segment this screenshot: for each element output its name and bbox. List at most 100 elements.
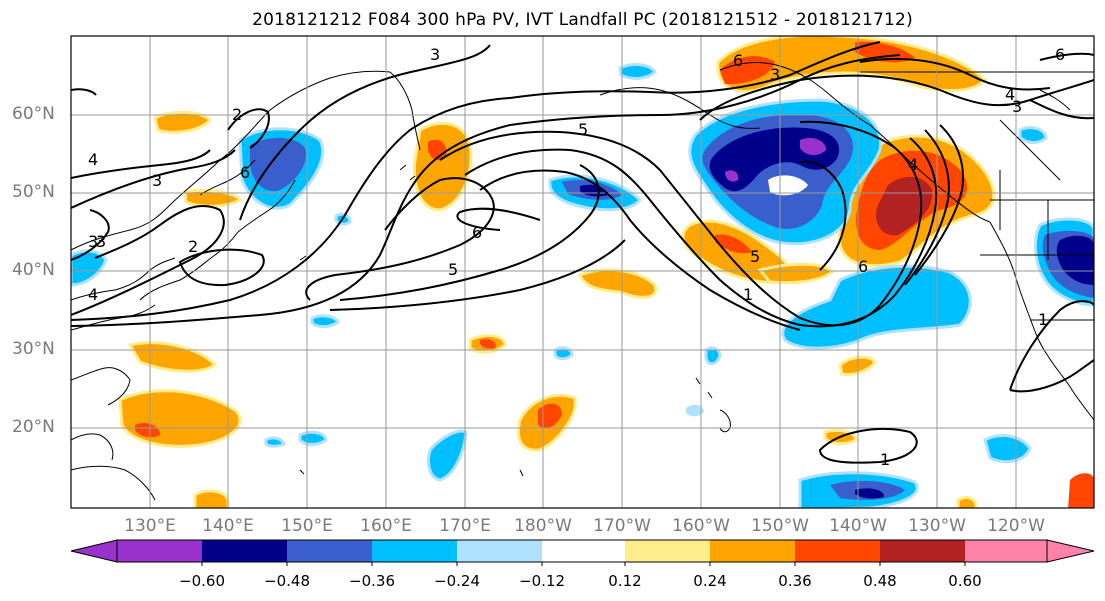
colorbar-tick-label: −0.24 — [434, 572, 480, 590]
anomaly-patch — [1018, 126, 1048, 144]
contour-label: 6 — [1055, 45, 1065, 64]
contour-line — [859, 57, 1051, 91]
lon-label: 140°E — [202, 516, 254, 536]
lat-label: 50°N — [12, 182, 55, 202]
anomaly-patch — [704, 346, 722, 366]
colorbar-swatch — [287, 540, 372, 562]
lat-label: 20°N — [12, 417, 55, 437]
anomaly-patch — [757, 262, 835, 285]
contour-line — [818, 428, 918, 464]
anomaly-patch — [1056, 235, 1094, 285]
anomaly-patch — [876, 176, 933, 236]
colorbar-tick-label: −0.36 — [349, 572, 395, 590]
anomaly-patch — [781, 264, 972, 350]
colorbar-swatch — [795, 540, 880, 562]
lon-label: 170°E — [439, 516, 491, 536]
lon-label: 120°W — [987, 516, 1045, 536]
anomaly-patch — [264, 436, 286, 448]
contour-line — [1039, 52, 1094, 61]
anomaly-patch — [71, 249, 108, 287]
contour-line — [71, 149, 211, 179]
colorbar — [70, 539, 1095, 566]
colorbar-swatch — [625, 540, 710, 562]
contour-labels: 3 4 3 2 3 4 2 3 6 3 5 6 5 6 5 4 1 6 4 3 — [88, 45, 1065, 469]
anomaly-patch — [153, 110, 213, 134]
pv-contours — [71, 41, 1094, 464]
contour-label: 3 — [152, 171, 162, 190]
contour-line — [799, 120, 923, 306]
lon-label: 140°W — [829, 516, 887, 536]
colorbar-tick-label: 0.60 — [948, 572, 982, 590]
contour-line — [509, 54, 901, 126]
map-title: 2018121212 F084 300 hPa PV, IVT Landfall… — [252, 10, 913, 30]
anomaly-patch — [426, 429, 468, 482]
anomaly-patch — [480, 339, 496, 349]
lat-label: 30°N — [12, 339, 55, 359]
contour-line — [439, 130, 881, 327]
anomaly-patch — [855, 488, 885, 499]
anomaly-patch — [298, 430, 328, 446]
anomaly-patch — [715, 234, 752, 254]
colorbar-swatch — [880, 540, 965, 562]
contour-line — [509, 41, 881, 99]
contour-line — [799, 160, 847, 271]
contour-label: 3 — [430, 45, 440, 64]
anomaly-patch — [553, 346, 574, 361]
lon-label: 130°W — [908, 516, 966, 536]
colorbar-tick-label: 0.48 — [863, 572, 897, 590]
anomaly-patch — [183, 188, 243, 208]
contour-line — [699, 74, 1094, 121]
contour-line — [339, 164, 600, 301]
colorbar-tick-label: 0.36 — [778, 572, 812, 590]
contour-label: 2 — [188, 237, 198, 256]
contour-label: 3 — [96, 232, 106, 251]
contour-line — [1009, 359, 1094, 393]
contour-line — [456, 207, 541, 231]
lon-label: 150°W — [751, 516, 809, 536]
anomaly-patch — [135, 423, 160, 438]
anomaly-patch — [855, 41, 915, 63]
contour-line — [904, 129, 950, 286]
lat-label: 40°N — [12, 260, 55, 280]
anomaly-patch — [250, 137, 306, 192]
contour-label: 1 — [1038, 310, 1048, 329]
anomaly-patch — [578, 268, 658, 299]
lat-label: 60°N — [12, 104, 55, 124]
anomaly-patch — [983, 434, 1032, 464]
colorbar-swatch — [202, 540, 287, 562]
contour-label: 4 — [908, 155, 918, 174]
lon-label: 130°E — [124, 516, 176, 536]
contour-label: 3 — [1012, 97, 1022, 116]
lon-label: 180°W — [514, 516, 572, 536]
contour-line — [71, 209, 110, 261]
colorbar-tick-label: 0.24 — [693, 572, 727, 590]
colorbar-swatch — [457, 540, 542, 562]
contour-line — [479, 169, 801, 331]
contour-label: 1 — [743, 285, 753, 304]
contour-line — [71, 205, 225, 316]
lon-label: 150°E — [281, 516, 333, 536]
contour-label: 5 — [448, 260, 458, 279]
contour-line — [71, 97, 511, 321]
contour-label: 6 — [858, 257, 868, 276]
lon-label: 170°W — [593, 516, 651, 536]
contour-line — [464, 148, 896, 328]
anomaly-patch — [618, 63, 657, 80]
contour-line — [71, 88, 97, 96]
contour-label: 4 — [88, 150, 98, 169]
contour-label: 4 — [88, 285, 98, 304]
colorbar-extend-high — [1046, 539, 1095, 563]
contour-label: 1 — [880, 450, 890, 469]
contour-line — [329, 239, 626, 311]
contour-label: 3 — [88, 232, 98, 251]
contour-line — [894, 137, 938, 296]
anomaly-patch — [725, 170, 739, 182]
contour-label: 6 — [472, 223, 482, 242]
anomaly-patch — [1068, 473, 1094, 508]
colorbar-extend-low — [70, 539, 118, 563]
colorbar-swatch — [965, 540, 1047, 562]
anomaly-patch — [686, 404, 704, 417]
contour-label: 6 — [240, 163, 250, 182]
